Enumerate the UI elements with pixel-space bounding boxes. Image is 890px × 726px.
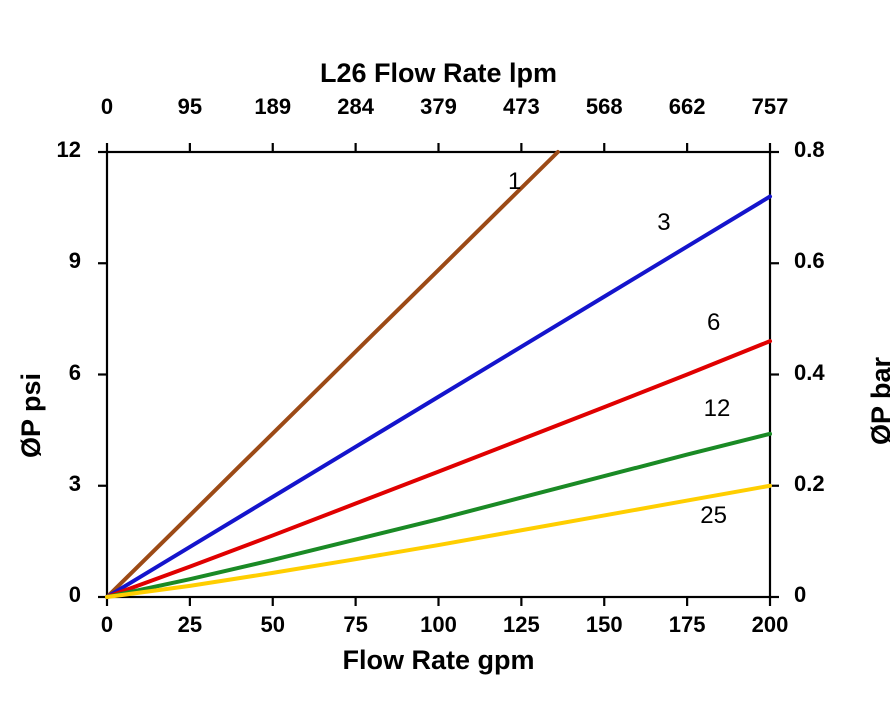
top-tick-label-6: 568 [585,94,623,119]
bottom-tick-label-7: 175 [668,612,706,637]
curve-label-3: 3 [657,209,671,237]
top-tick-label-7: 662 [668,94,706,119]
bottom-tick-label-2: 50 [260,612,285,637]
bottom-tick-label-4: 100 [420,612,457,637]
curve-6 [105,339,772,599]
curve-label-1: 1 [508,168,522,196]
right-axis-title: ØP bar [866,356,890,445]
top-tick-label-1: 95 [177,94,203,119]
top-tick-label-4: 379 [420,94,457,119]
curve-label-6: 6 [706,309,721,337]
curve-label-25: 25 [700,502,727,530]
left-tick-label-3: 9 [68,248,81,274]
bottom-tick-label-3: 75 [343,612,368,637]
left-tick-label-4: 12 [56,137,81,162]
top-tick-label-8: 757 [751,94,789,119]
left-tick-label-0: 0 [68,582,81,607]
bottom-tick-label-5: 125 [503,612,540,637]
top-tick-label-2: 189 [254,94,292,119]
data-curves [105,150,772,599]
top-axis-title: L26 Flow Rate lpm [319,58,558,88]
bottom-tick-label-0: 0 [100,612,114,637]
left-tick-label-2: 6 [68,359,81,385]
right-tick-label-0: 0 [794,582,807,607]
top-tick-label-5: 473 [503,94,540,119]
curve-1 [105,150,560,599]
top-tick-label-3: 284 [337,94,374,119]
bottom-tick-label-8: 200 [751,612,789,637]
right-tick-label-2: 0.4 [794,359,825,385]
curve-12 [105,431,772,599]
curve-label-12: 12 [703,394,731,422]
right-tick-label-3: 0.6 [794,248,825,274]
bottom-axis-title: Flow Rate gpm [342,645,535,675]
left-tick-label-1: 3 [68,470,81,496]
bottom-tick-label-1: 25 [177,612,203,637]
right-tick-label-1: 0.2 [794,470,825,496]
curve-25 [105,483,772,599]
axis-ticks [98,143,779,606]
right-tick-label-4: 0.8 [794,137,825,162]
top-tick-label-0: 0 [100,94,114,119]
left-axis-title: ØP psi [16,372,46,458]
curve-3 [105,194,772,599]
bottom-tick-label-6: 150 [585,612,623,637]
